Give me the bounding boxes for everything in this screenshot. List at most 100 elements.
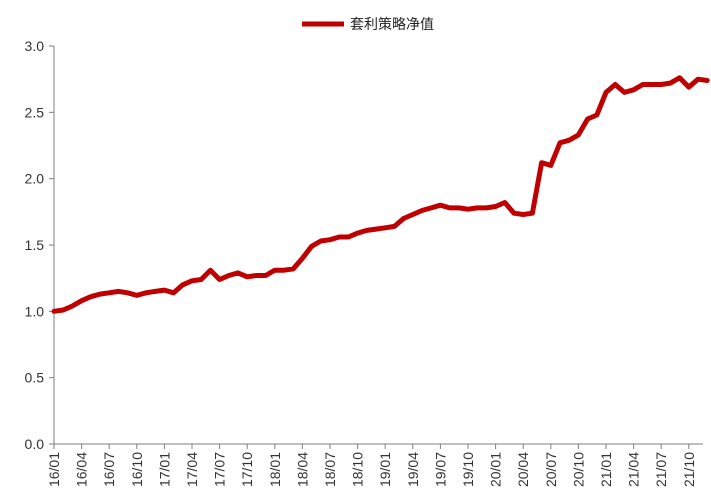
data-point (686, 85, 691, 90)
data-point (52, 309, 56, 314)
data-point (668, 81, 673, 86)
x-tick-label: 16/07 (101, 452, 117, 487)
x-tick-label: 16/01 (46, 452, 62, 487)
data-point (263, 273, 268, 278)
data-point (447, 205, 452, 210)
series-layer (51, 75, 710, 314)
data-point (576, 132, 581, 137)
data-point (475, 205, 480, 210)
x-tick-label: 17/10 (239, 452, 255, 487)
data-point (604, 90, 608, 95)
y-tick-label: 2.5 (25, 104, 45, 120)
legend-label: 套利策略净值 (350, 16, 434, 33)
x-tick-label: 21/04 (626, 452, 642, 487)
data-point (208, 268, 213, 273)
data-point (392, 224, 397, 229)
x-tick-label: 19/04 (405, 452, 421, 487)
data-point (401, 216, 406, 221)
data-point (162, 288, 167, 293)
x-tick-label: 21/07 (653, 452, 669, 487)
data-point (594, 113, 599, 117)
x-tick-label: 17/07 (212, 452, 228, 487)
x-tick-label: 19/10 (460, 452, 476, 487)
data-point (677, 75, 682, 80)
y-tick-label: 3.0 (25, 38, 45, 54)
data-point (530, 211, 535, 216)
data-point (585, 117, 590, 121)
data-point (696, 77, 700, 82)
data-point (705, 78, 710, 83)
data-point (539, 160, 544, 165)
data-point (144, 290, 148, 295)
data-point (410, 212, 415, 217)
x-tick-label: 21/10 (681, 452, 697, 487)
x-tick-label: 20/10 (570, 452, 586, 487)
data-point (337, 235, 342, 239)
data-point (383, 225, 388, 230)
data-point (107, 290, 112, 295)
data-point (199, 277, 204, 282)
data-point (236, 270, 240, 275)
data-point (659, 82, 664, 87)
data-point (171, 290, 176, 295)
data-point (374, 227, 378, 232)
data-point (272, 268, 277, 273)
data-point (631, 87, 636, 92)
data-point (125, 290, 130, 295)
data-point (622, 90, 627, 95)
legend: 套利策略净值 (302, 16, 434, 33)
x-tick-label: 20/04 (515, 452, 531, 487)
data-point (254, 273, 259, 278)
data-point (282, 268, 286, 273)
x-axis: 16/01 16/04 16/07 16/10 17/01 17/04 17/07 17/10… (46, 443, 703, 487)
data-point (346, 235, 351, 239)
x-tick-label: 21/01 (598, 452, 614, 487)
data-point (300, 256, 305, 261)
x-tick-label: 20/01 (488, 452, 504, 487)
data-point (79, 298, 84, 303)
data-point (190, 278, 194, 283)
x-tick-label: 16/10 (129, 452, 145, 487)
data-point (420, 208, 424, 213)
x-tick-label: 18/10 (350, 452, 366, 487)
data-point (558, 140, 562, 145)
y-tick-label: 0.5 (25, 370, 45, 386)
x-tick-label: 17/04 (184, 452, 200, 487)
y-axis: 0.0 0.5 1.0 1.5 2.0 2.5 3.0 (25, 38, 55, 452)
data-point (521, 212, 526, 217)
data-point (180, 282, 185, 287)
data-point (134, 293, 139, 298)
x-tick-label: 17/01 (156, 452, 172, 487)
data-point (466, 207, 470, 212)
x-tick-label: 20/07 (543, 452, 559, 487)
data-point (613, 82, 618, 87)
y-tick-label: 2.0 (25, 171, 45, 187)
y-tick-label: 0.0 (25, 436, 45, 452)
y-tick-label: 1.0 (25, 303, 45, 319)
data-point (153, 289, 158, 294)
data-point (640, 82, 645, 87)
data-point (226, 273, 231, 278)
data-point (484, 205, 489, 210)
y-tick-label: 1.5 (25, 237, 45, 253)
data-point (217, 277, 222, 282)
data-point (364, 228, 369, 233)
data-point (456, 205, 461, 210)
data-point (355, 231, 360, 236)
x-tick-label: 18/01 (267, 452, 283, 487)
data-point (88, 294, 93, 299)
x-tick-label: 18/04 (294, 452, 310, 487)
x-tick-label: 18/07 (322, 452, 338, 487)
data-point (493, 204, 498, 209)
data-point (98, 292, 102, 297)
data-point (309, 244, 314, 249)
data-point (650, 82, 654, 87)
x-tick-label: 19/07 (432, 452, 448, 487)
x-tick-label: 16/04 (74, 452, 90, 487)
data-point (512, 211, 516, 216)
data-point (429, 205, 434, 210)
series-line-nav (51, 75, 710, 314)
data-point (438, 203, 443, 208)
data-point (328, 237, 332, 242)
